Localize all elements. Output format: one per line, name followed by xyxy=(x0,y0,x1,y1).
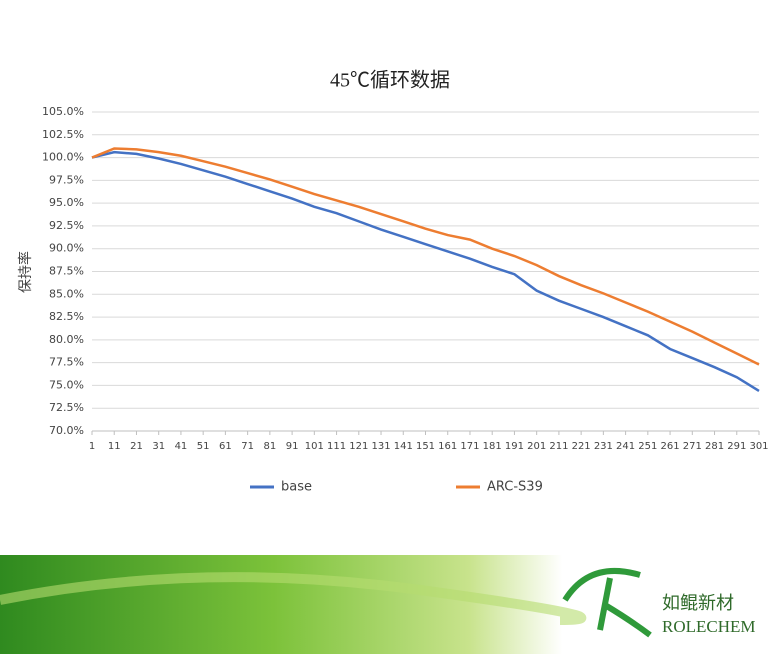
y-tick-label: 105.0% xyxy=(42,105,84,118)
logo xyxy=(562,567,652,638)
y-tick-label: 80.0% xyxy=(49,333,84,346)
x-tick-label: 231 xyxy=(594,441,613,452)
y-tick-label: 72.5% xyxy=(49,401,84,414)
x-tick-label: 31 xyxy=(152,441,165,452)
legend-label: base xyxy=(281,480,312,495)
x-tick-label: 91 xyxy=(286,441,299,452)
x-tick-label: 71 xyxy=(241,441,254,452)
x-tick-label: 171 xyxy=(460,441,479,452)
x-tick-label: 251 xyxy=(638,441,657,452)
x-tick-label: 131 xyxy=(371,441,390,452)
x-tick-label: 141 xyxy=(394,441,413,452)
y-tick-label: 95.0% xyxy=(49,196,84,209)
x-tick-label: 241 xyxy=(616,441,635,452)
x-tick-label: 1 xyxy=(89,441,95,452)
x-tick-label: 181 xyxy=(483,441,502,452)
x-tick-label: 11 xyxy=(108,441,121,452)
y-tick-label: 100.0% xyxy=(42,151,84,164)
x-tick-label: 201 xyxy=(527,441,546,452)
y-tick-label: 77.5% xyxy=(49,356,84,369)
x-tick-label: 81 xyxy=(263,441,276,452)
x-tick-label: 41 xyxy=(175,441,188,452)
data-line xyxy=(91,150,760,392)
y-tick-label: 82.5% xyxy=(49,310,84,323)
y-tick-label: 92.5% xyxy=(49,219,84,232)
data-line xyxy=(91,147,760,366)
x-tick-label: 161 xyxy=(438,441,457,452)
y-tick-label: 90.0% xyxy=(49,242,84,255)
y-tick-label: 87.5% xyxy=(49,265,84,278)
x-tick-label: 211 xyxy=(549,441,568,452)
x-tick-label: 191 xyxy=(505,441,524,452)
x-tick-label: 121 xyxy=(349,441,368,452)
brand-name: 如鲲新材 xyxy=(662,593,734,614)
chart-title: 45℃循环数据 xyxy=(330,69,450,92)
x-tick-label: 51 xyxy=(197,441,210,452)
y-tick-label: 97.5% xyxy=(49,173,84,186)
y-tick-label: 70.0% xyxy=(49,424,84,437)
brand-latin: ROLECHEM xyxy=(662,617,756,636)
x-tick-label: 111 xyxy=(327,441,346,452)
x-tick-label: 221 xyxy=(572,441,591,452)
x-tick-label: 261 xyxy=(661,441,680,452)
x-tick-label: 21 xyxy=(130,441,143,452)
legend-label: ARC-S39 xyxy=(487,480,543,495)
x-tick-label: 271 xyxy=(683,441,702,452)
footer-swoosh xyxy=(0,572,587,625)
x-tick-label: 301 xyxy=(749,441,768,452)
y-tick-label: 102.5% xyxy=(42,128,84,141)
x-tick-label: 291 xyxy=(727,441,746,452)
y-tick-label: 75.0% xyxy=(49,378,84,391)
footer-band xyxy=(0,555,781,654)
y-tick-label: 85.0% xyxy=(49,287,84,300)
x-tick-label: 61 xyxy=(219,441,232,452)
x-tick-label: 281 xyxy=(705,441,724,452)
x-tick-label: 151 xyxy=(416,441,435,452)
x-tick-label: 101 xyxy=(305,441,324,452)
y-axis-label: 保持率 xyxy=(17,251,34,293)
